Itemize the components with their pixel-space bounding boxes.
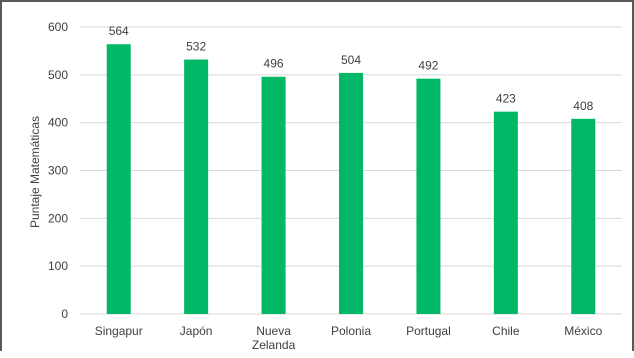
x-tick-label: Polonia [331, 324, 371, 338]
x-tick-label: Japón [180, 324, 213, 338]
data-label: 492 [418, 59, 438, 73]
x-tick-label-line: Singapur [95, 324, 143, 338]
y-tick-label: 300 [48, 164, 68, 178]
bar [106, 44, 131, 314]
x-tick-label: Portugal [406, 324, 451, 338]
data-label: 496 [264, 57, 284, 71]
y-tick-label: 100 [48, 259, 68, 273]
data-label: 408 [573, 99, 593, 113]
bar [339, 72, 363, 314]
x-tick-label: Chile [492, 324, 520, 338]
y-tick-label: 400 [48, 116, 68, 130]
data-label: 532 [186, 40, 206, 54]
x-tick-label: Nueva Zelanda [252, 324, 296, 352]
y-tick-label: 600 [48, 20, 68, 34]
x-tick-label-line: Chile [492, 324, 520, 338]
y-tick-label: 500 [48, 68, 68, 82]
bar [184, 59, 209, 314]
x-axis-ticks: Singapur Japón Nueva Zelanda Polonia Portugal… [95, 324, 603, 352]
y-axis-ticks: 0 100 200 300 400 500 600 [48, 20, 68, 321]
y-axis-label: Puntaje Matemáticas [28, 116, 42, 228]
bar [416, 78, 441, 314]
data-labels: 564 532 496 504 492 423 408 [109, 24, 594, 113]
x-tick-label-line: Nueva [256, 324, 291, 338]
data-label: 423 [496, 92, 516, 106]
x-tick-label: México [564, 324, 602, 338]
bar [493, 111, 518, 314]
bar [571, 118, 596, 314]
x-tick-label-line: México [564, 324, 602, 338]
x-tick-label-line: Polonia [331, 324, 371, 338]
x-tick-label-line: Portugal [406, 324, 451, 338]
data-label: 564 [109, 24, 129, 38]
y-tick-label: 200 [48, 211, 68, 225]
x-tick-label-line: Japón [180, 324, 213, 338]
data-label: 504 [341, 53, 361, 67]
bars [106, 44, 596, 314]
x-tick-label-line: Zelanda [252, 338, 296, 352]
x-tick-label: Singapur [95, 324, 143, 338]
y-tick-label: 0 [61, 307, 68, 321]
bar [261, 76, 286, 314]
